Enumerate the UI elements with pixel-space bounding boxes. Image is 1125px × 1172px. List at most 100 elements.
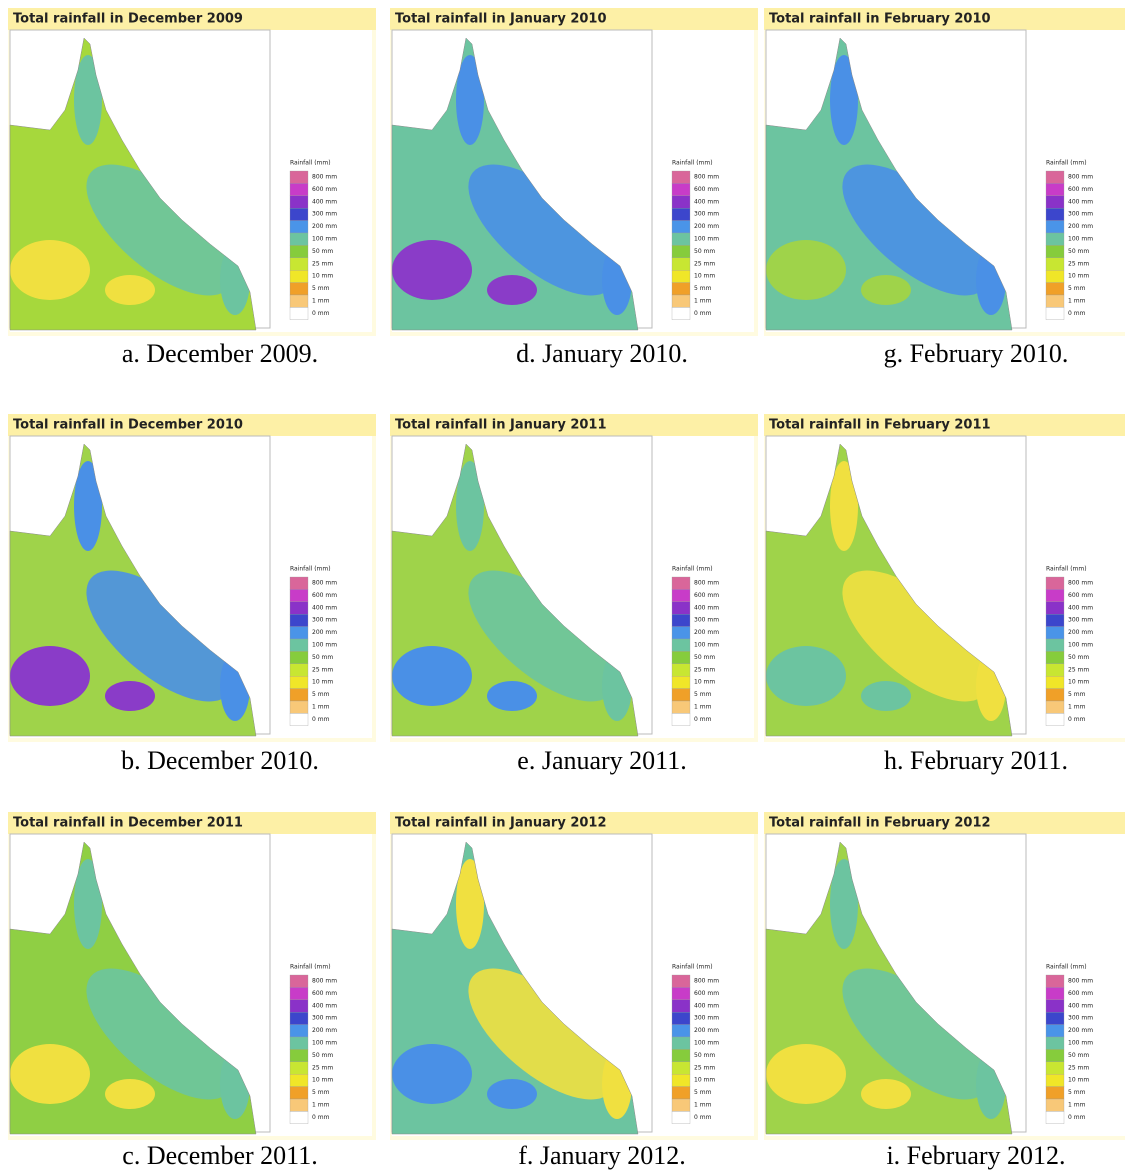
panel-title: Total rainfall in February 2012 — [769, 816, 991, 831]
legend-swatch — [1046, 1025, 1064, 1037]
caption: c. December 2011. — [122, 1141, 317, 1170]
legend-swatch — [672, 233, 690, 245]
legend-swatch — [1046, 651, 1064, 663]
legend-swatch — [290, 701, 308, 713]
legend-label: 800 mm — [1068, 580, 1093, 587]
legend-swatch — [290, 295, 308, 307]
legend-swatch — [290, 1000, 308, 1012]
legend-swatch — [290, 639, 308, 651]
legend-swatch — [290, 183, 308, 195]
legend-label: 10 mm — [694, 679, 715, 686]
legend-swatch — [290, 283, 308, 295]
rain-zone — [487, 275, 537, 305]
rain-zone — [766, 646, 846, 706]
legend-label: 50 mm — [312, 654, 333, 661]
legend-label: 5 mm — [312, 691, 330, 698]
legend-swatch — [290, 602, 308, 614]
legend-label: 1 mm — [694, 1102, 712, 1109]
legend-label: 300 mm — [312, 211, 337, 218]
legend-label: 300 mm — [312, 617, 337, 624]
panel: Total rainfall in February 2011Rainfall … — [764, 414, 1125, 742]
panel: Total rainfall in February 2010Rainfall … — [764, 8, 1125, 336]
legend-label: 600 mm — [694, 186, 719, 193]
legend-label: 0 mm — [694, 1114, 712, 1121]
rain-zone — [10, 1044, 90, 1104]
legend-swatch — [290, 1087, 308, 1099]
legend-swatch — [672, 602, 690, 614]
legend-label: 50 mm — [1068, 654, 1089, 661]
legend-label: 25 mm — [694, 1064, 715, 1071]
legend-label: 0 mm — [1068, 1114, 1086, 1121]
legend-swatch — [1046, 1049, 1064, 1061]
panel: Total rainfall in December 2010Rainfall … — [8, 414, 376, 742]
legend-swatch — [1046, 183, 1064, 195]
legend-label: 10 mm — [312, 273, 333, 280]
legend-swatch — [672, 639, 690, 651]
legend-label: 100 mm — [312, 236, 337, 243]
legend-title: Rainfall (mm) — [1046, 566, 1087, 573]
legend-swatch — [672, 295, 690, 307]
caption: h. February 2011. — [884, 746, 1068, 775]
legend-swatch — [1046, 283, 1064, 295]
legend-swatch — [1046, 713, 1064, 725]
legend-label: 0 mm — [312, 1114, 330, 1121]
legend-swatch — [672, 1037, 690, 1049]
legend-swatch — [290, 577, 308, 589]
figure: Total rainfall in December 2009 Rainfall … — [0, 0, 1125, 1172]
legend-swatch — [672, 221, 690, 233]
rain-zone — [105, 681, 155, 711]
legend-label: 400 mm — [312, 198, 337, 205]
legend-label: 5 mm — [694, 1089, 712, 1096]
rain-zone — [10, 240, 90, 300]
rain-zone — [10, 646, 90, 706]
legend-swatch — [672, 196, 690, 208]
legend-swatch — [672, 1099, 690, 1111]
legend-label: 50 mm — [694, 1052, 715, 1059]
legend-swatch — [1046, 664, 1064, 676]
legend-swatch — [290, 614, 308, 626]
legend-label: 200 mm — [694, 629, 719, 636]
legend-swatch — [672, 577, 690, 589]
legend-label: 600 mm — [312, 592, 337, 599]
legend-swatch — [672, 676, 690, 688]
legend-label: 5 mm — [312, 285, 330, 292]
legend-label: 25 mm — [694, 260, 715, 267]
caption: d. January 2010. — [516, 339, 688, 368]
panel-title: Total rainfall in December 2009 — [13, 12, 243, 27]
legend-label: 5 mm — [1068, 285, 1086, 292]
legend-label: 5 mm — [1068, 1089, 1086, 1096]
panel: Total rainfall in December 2011Rainfall … — [8, 812, 376, 1140]
legend-swatch — [672, 1062, 690, 1074]
legend-swatch — [1046, 245, 1064, 257]
legend-label: 25 mm — [312, 260, 333, 267]
legend-label: 10 mm — [312, 679, 333, 686]
legend-label: 800 mm — [1068, 978, 1093, 985]
legend-label: 100 mm — [694, 642, 719, 649]
caption: b. December 2010. — [121, 746, 319, 775]
legend-label: 100 mm — [694, 1040, 719, 1047]
legend-swatch — [1046, 987, 1064, 999]
legend-label: 300 mm — [1068, 617, 1093, 624]
panel: Total rainfall in January 2012Rainfall (… — [390, 812, 758, 1140]
legend-swatch — [1046, 258, 1064, 270]
legend-swatch — [290, 258, 308, 270]
legend-label: 800 mm — [1068, 174, 1093, 181]
legend-label: 200 mm — [312, 223, 337, 230]
legend-label: 5 mm — [312, 1089, 330, 1096]
legend-swatch — [1046, 639, 1064, 651]
legend-swatch — [1046, 1012, 1064, 1024]
legend-label: 800 mm — [694, 174, 719, 181]
legend-swatch — [1046, 208, 1064, 220]
legend-swatch — [1046, 1099, 1064, 1111]
legend-swatch — [290, 713, 308, 725]
legend-swatch — [672, 171, 690, 183]
legend-label: 50 mm — [312, 1052, 333, 1059]
legend-swatch — [672, 987, 690, 999]
legend-label: 800 mm — [312, 978, 337, 985]
legend-label: 300 mm — [694, 617, 719, 624]
legend-label: 600 mm — [312, 186, 337, 193]
legend-label: 200 mm — [694, 1027, 719, 1034]
legend-swatch — [672, 1012, 690, 1024]
rain-zone — [487, 1079, 537, 1109]
